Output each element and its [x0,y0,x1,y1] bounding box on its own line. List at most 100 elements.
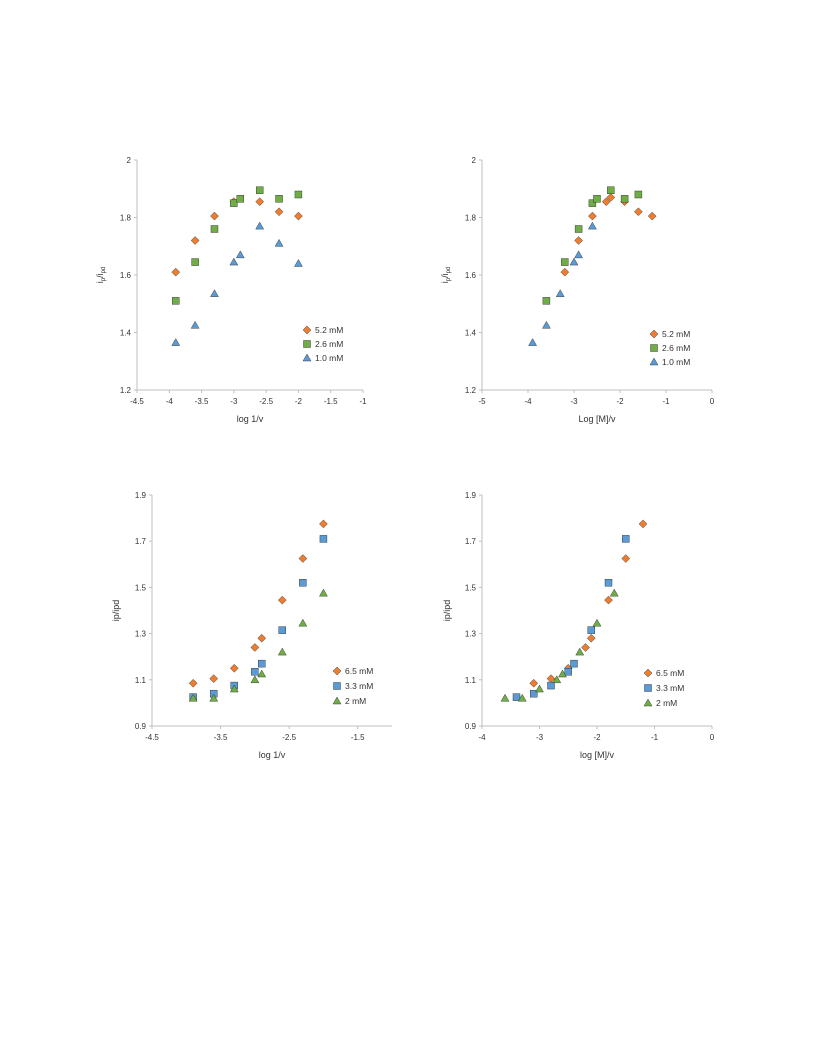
data-point [190,320,200,329]
data-point [593,195,601,203]
data-point [542,320,551,329]
x-axis-title: log [M]/v [580,750,615,760]
data-point [581,643,590,652]
y-axis-title: ip/ipd [440,267,452,284]
x-tick-label: -2 [593,733,601,742]
y-tick-label: 1.9 [135,491,147,500]
data-point [569,257,579,266]
data-point [190,236,200,245]
x-tick-label: -1 [662,397,670,406]
y-tick-label: 0.9 [465,722,477,731]
data-point [574,250,583,259]
data-point [606,193,616,202]
data-point [555,289,565,297]
legend-label: 5.2 mM [315,325,343,335]
data-point [171,267,181,277]
data-point [592,618,602,627]
x-tick-label: -1 [651,733,659,742]
legend-marker [643,698,653,707]
data-point [604,595,613,605]
x-tick-label: -4 [524,397,532,406]
x-tick-label: -1 [359,397,367,406]
data-point [528,338,537,346]
data-point [601,197,611,206]
y-axis-title: ip/ipd [95,267,107,284]
y-tick-label: 2 [472,156,477,165]
data-point [607,186,615,194]
x-tick-label: -3.5 [195,397,209,406]
chart-svg: -5 -4 -3 -2 -1 0 1.2 1.4 1.6 1.8 2 Log [M]/v ip/ipd 5… [440,156,715,424]
y-tick-label: 1.7 [135,537,147,546]
data-point [529,678,539,688]
x-tick-label: -2 [295,397,303,406]
legend-marker [302,353,312,362]
x-tick-label: -2.5 [259,397,273,406]
data-point [251,668,259,676]
legend-label: 6.5 mM [345,666,373,676]
x-axis-title: Log [M]/v [578,414,616,424]
y-tick-label: 1.6 [120,271,132,280]
chart-ip-vs-log-inverse-v-bottom-left: -4.5 -3.5 -2.5 -1.5 0.9 1.1 1.3 1.5 1.7 1.9 log 1/… [95,485,400,775]
y-tick-label: 1.8 [120,214,132,223]
y-tick-label: 2 [127,156,132,165]
data-point [258,659,266,668]
data-point [588,221,597,230]
data-point [319,588,328,597]
legend-marker [302,325,312,335]
x-axis-title: log 1/v [237,414,264,424]
data-point [210,225,219,233]
legend-marker [333,682,341,690]
legend-label: 2 mM [656,698,677,708]
series-6-5-mm [188,519,328,688]
y-tick-label: 1.3 [135,630,147,639]
series-3-3-mm [512,535,630,701]
legend-marker [650,344,658,352]
legend: 6.5 mM 3.3 mM 2 mM [332,666,373,706]
x-tick-label: -5 [478,397,486,406]
data-point [319,535,328,543]
data-point [298,554,308,563]
data-point [586,633,596,643]
data-point [294,190,303,199]
y-tick-label: 1.2 [120,386,132,395]
x-tick-label: -4.5 [130,397,144,406]
data-point [210,289,219,297]
data-point [560,267,570,277]
data-point [517,693,527,702]
data-point [278,595,287,605]
data-point [542,297,551,305]
data-point [294,259,303,267]
data-point [647,211,657,221]
data-point [275,195,283,203]
legend-label: 5.2 mM [662,329,690,339]
y-tick-label: 1.1 [465,676,477,685]
data-point [512,693,521,701]
data-point [229,257,239,266]
y-tick-label: 1.2 [465,386,477,395]
data-point [558,669,567,678]
data-point [587,626,595,634]
data-point [622,535,630,543]
data-point [250,643,260,652]
data-point [236,195,245,203]
y-tick-label: 1.3 [465,630,477,639]
chart-ip-vs-log-m-over-v-top-right: -5 -4 -3 -2 -1 0 1.2 1.4 1.6 1.8 2 Log [M]/v ip/ipd 5… [440,150,725,440]
x-tick-label: 0 [710,397,715,406]
data-point [235,250,245,259]
data-point [277,647,287,656]
legend: 6.5 mM 3.3 mM 2 mM [643,668,684,708]
data-point [294,211,303,221]
legend-marker [644,684,652,692]
data-point [575,647,585,656]
data-point [257,633,266,643]
x-tick-label: -4 [166,397,174,406]
series-2-6-mm [172,186,303,305]
data-point [620,195,629,203]
data-point [500,693,510,702]
legend-label: 2.6 mM [662,343,690,353]
y-tick-label: 0.9 [135,722,147,731]
data-point [634,190,643,199]
data-point [230,663,239,673]
legend-marker [649,357,659,366]
data-point [274,238,284,247]
